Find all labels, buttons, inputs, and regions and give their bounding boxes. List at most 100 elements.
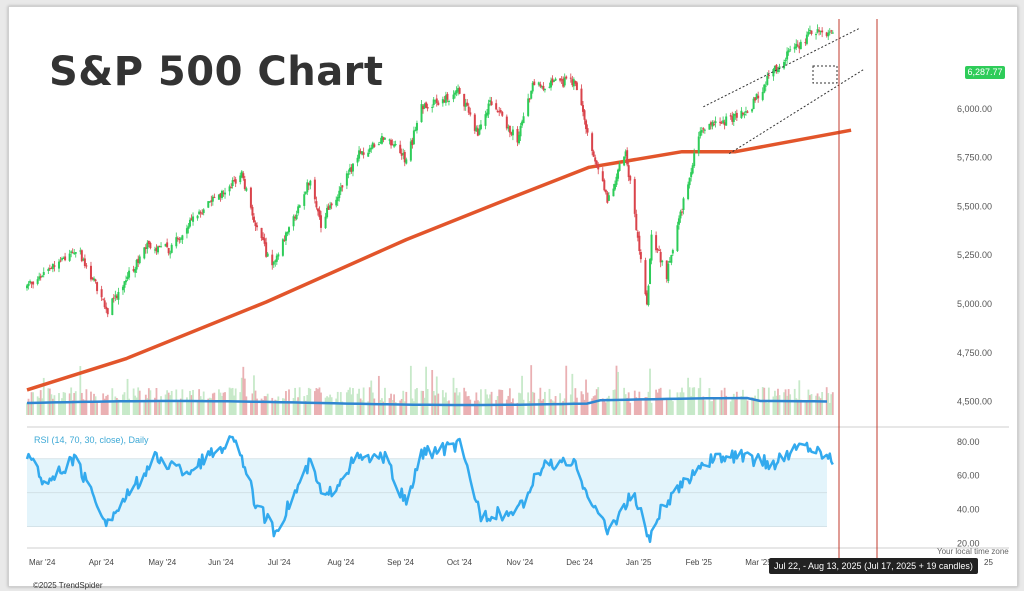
candle-body — [597, 165, 600, 170]
volume-bar — [82, 399, 85, 415]
candle-body — [793, 46, 796, 50]
candle-body — [368, 148, 371, 152]
volume-bar — [373, 398, 376, 415]
candle-body — [551, 78, 554, 83]
candle-body — [776, 69, 779, 72]
volume-bar — [703, 400, 706, 415]
candle-body — [415, 122, 418, 131]
candle-body — [115, 295, 118, 299]
rsi-tick-label: 40.00 — [957, 505, 980, 515]
volume-bar — [146, 398, 149, 415]
copyright-credit: ©2025 TrendSpider — [33, 581, 103, 590]
volume-bar — [122, 394, 124, 415]
timezone-label[interactable]: Your local time zone — [937, 547, 1009, 556]
candle-body — [426, 107, 429, 109]
candle-body — [772, 68, 775, 77]
volume-bar — [420, 390, 423, 415]
volume-bar — [708, 388, 711, 415]
volume-bar — [123, 392, 126, 415]
volume-bar — [530, 365, 533, 415]
price-chart[interactable]: 4,500.00 4,750.00 5,000.00 5,250.00 5,500.00… — [9, 7, 1017, 586]
candle-body — [370, 147, 373, 150]
candle-body — [489, 100, 492, 103]
candle-body — [224, 192, 227, 195]
volume-bar — [224, 392, 226, 415]
volume-bar — [458, 392, 461, 415]
candle-body — [458, 88, 461, 94]
candle-body — [422, 106, 425, 110]
candle-body — [775, 64, 778, 72]
volume-bar — [452, 377, 455, 415]
volume-bar — [646, 397, 648, 415]
candle-body — [405, 159, 408, 164]
candle-body — [627, 165, 630, 178]
candle-body — [528, 98, 531, 100]
candle-body — [202, 209, 205, 213]
volume-bar — [448, 400, 450, 415]
candle-body — [580, 88, 583, 106]
volume-bar — [370, 380, 373, 415]
candle-body — [73, 253, 76, 255]
volume-bar — [62, 392, 65, 415]
volume-bar — [624, 394, 627, 415]
candle-body — [757, 95, 760, 99]
candle-body — [624, 151, 627, 157]
volume-bar — [29, 402, 31, 415]
candle-body — [676, 225, 679, 252]
volume-bar — [335, 398, 338, 415]
candle-body — [469, 112, 472, 115]
candle-body — [810, 30, 813, 34]
volume-bar — [516, 402, 519, 415]
volume-bar — [655, 389, 658, 415]
candle-body — [543, 88, 546, 91]
candle-body — [29, 281, 32, 283]
volume-bar — [38, 397, 41, 415]
candle-body — [827, 32, 830, 37]
candle-body — [94, 279, 97, 282]
candle-body — [274, 260, 277, 263]
volume-bar — [795, 398, 798, 415]
volume-bar — [414, 389, 417, 415]
candle-body — [572, 79, 575, 87]
candle-body — [326, 207, 329, 218]
candle-body — [41, 275, 44, 277]
candle-body — [623, 156, 626, 166]
volume-bar — [585, 379, 587, 415]
candle-body — [795, 43, 798, 49]
candle-body — [327, 206, 330, 210]
candle-body — [751, 109, 754, 112]
candle-body — [83, 258, 86, 266]
volume-bar — [282, 398, 284, 415]
volume-bar — [831, 392, 834, 415]
candle-body — [441, 99, 444, 104]
volume-bar — [394, 402, 397, 415]
volume-bar — [690, 396, 693, 415]
candle-body — [114, 295, 117, 297]
volume-bar — [73, 393, 76, 415]
candle-body — [476, 128, 479, 136]
candle-body — [709, 122, 712, 125]
candle-body — [425, 102, 428, 108]
volume-bar — [522, 399, 525, 415]
volume-bar — [423, 397, 426, 415]
candle-body — [565, 76, 568, 79]
candle-body — [284, 232, 287, 241]
volume-bar — [714, 398, 717, 415]
volume-bar — [283, 398, 286, 415]
volume-bar — [94, 396, 97, 415]
volume-bar — [725, 395, 728, 415]
candle-body — [96, 282, 99, 292]
volume-bar — [176, 400, 179, 415]
candle-body — [68, 253, 71, 261]
volume-bar — [384, 387, 386, 415]
candle-body — [242, 173, 245, 179]
candle-body — [147, 240, 150, 245]
volume-bar — [722, 399, 725, 415]
volume-bar — [306, 395, 309, 415]
candle-body — [703, 129, 706, 131]
candle-body — [575, 82, 578, 91]
candle-body — [199, 212, 202, 214]
candle-body — [266, 253, 269, 257]
candle-body — [245, 188, 248, 191]
rsi-indicator-label[interactable]: RSI (14, 70, 30, close), Daily — [34, 435, 149, 445]
